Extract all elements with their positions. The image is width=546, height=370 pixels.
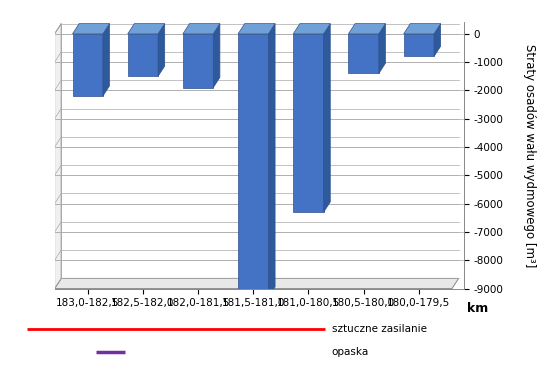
Polygon shape xyxy=(73,24,110,34)
Polygon shape xyxy=(379,24,385,73)
Polygon shape xyxy=(238,24,275,34)
Polygon shape xyxy=(55,278,459,289)
Polygon shape xyxy=(293,34,324,212)
Polygon shape xyxy=(158,24,165,76)
Polygon shape xyxy=(348,24,385,34)
Polygon shape xyxy=(434,24,441,57)
Polygon shape xyxy=(183,34,213,88)
Polygon shape xyxy=(213,24,220,88)
Polygon shape xyxy=(293,24,330,34)
Text: opaska: opaska xyxy=(332,347,369,357)
Y-axis label: Straty osadów wału wydmowego [m³]: Straty osadów wału wydmowego [m³] xyxy=(523,44,536,267)
Polygon shape xyxy=(183,24,220,34)
Polygon shape xyxy=(128,24,165,34)
Polygon shape xyxy=(103,24,110,96)
Text: km: km xyxy=(467,302,488,314)
Polygon shape xyxy=(73,34,103,96)
Polygon shape xyxy=(238,34,269,297)
Polygon shape xyxy=(324,24,330,212)
Polygon shape xyxy=(128,34,158,76)
Polygon shape xyxy=(403,34,434,57)
Text: sztuczne zasilanie: sztuczne zasilanie xyxy=(332,324,427,334)
Polygon shape xyxy=(55,24,61,289)
Polygon shape xyxy=(348,34,379,73)
Polygon shape xyxy=(403,24,441,34)
Polygon shape xyxy=(269,24,275,297)
